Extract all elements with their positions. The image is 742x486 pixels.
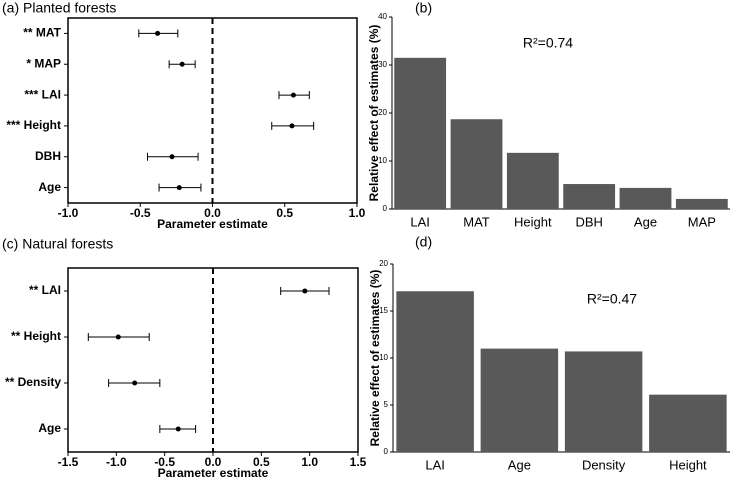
point-estimate	[175, 426, 181, 432]
bar	[396, 291, 474, 452]
panel-title: (a) Planted forests	[2, 0, 116, 16]
y-tick-label: *** Height	[6, 118, 61, 132]
x-tick-label: 1.5	[350, 455, 367, 469]
bar	[675, 198, 728, 209]
panel-title: (b)	[415, 0, 432, 16]
bar	[649, 394, 727, 452]
bar	[450, 119, 503, 209]
x-tick-label: 0.0	[205, 455, 222, 469]
point-estimate	[132, 380, 138, 386]
x-tick-label: -1.0	[58, 206, 79, 220]
y-tick-label: 10	[379, 353, 388, 362]
x-tick-label: MAT	[463, 214, 490, 229]
bar	[619, 187, 672, 209]
y-tick-label: 0	[384, 447, 389, 456]
point-estimate	[289, 123, 295, 129]
x-tick-label: 0.5	[253, 455, 270, 469]
annotation: R²=0.74	[523, 35, 573, 51]
x-tick-label: -0.5	[130, 206, 151, 220]
bar	[480, 348, 559, 452]
point-estimate	[176, 185, 182, 191]
bar	[564, 351, 643, 452]
bar	[506, 152, 559, 209]
point-estimate	[115, 334, 121, 340]
y-tick-label: 20	[379, 259, 388, 268]
y-tick-label: 30	[378, 60, 387, 69]
y-tick-label: Age	[38, 421, 61, 435]
point-estimate	[169, 154, 175, 160]
annotation: R²=0.47	[587, 291, 637, 307]
x-tick-label: LAI	[410, 214, 430, 229]
x-tick-label: -1.0	[106, 455, 127, 469]
x-tick-label: -1.5	[58, 455, 79, 469]
y-tick-label: ** Density	[5, 375, 61, 389]
x-tick-label: LAI	[425, 457, 445, 472]
y-tick-label: ** MAT	[23, 26, 61, 40]
x-tick-label: -0.5	[154, 455, 175, 469]
y-axis-label: Relative effect of estimates (%)	[367, 25, 381, 202]
x-axis-label: Parameter estimate	[158, 466, 269, 480]
y-axis-label: Relative effect of estimates (%)	[368, 270, 382, 447]
x-tick-label: 1.0	[349, 206, 366, 220]
panel-title: (c) Natural forests	[2, 236, 113, 252]
y-tick-label: DBH	[35, 149, 61, 163]
bar	[563, 184, 616, 209]
y-tick-label: ** LAI	[29, 283, 61, 297]
x-tick-label: Height	[669, 457, 707, 472]
x-tick-label: 0.0	[204, 206, 221, 220]
bar	[394, 57, 447, 209]
point-estimate	[155, 30, 161, 36]
y-tick-label: 20	[378, 108, 387, 117]
y-tick-label: 5	[384, 400, 389, 409]
y-tick-label: Age	[38, 180, 61, 194]
point-estimate	[302, 288, 308, 294]
y-tick-label: 0	[383, 204, 388, 213]
x-tick-label: Height	[514, 214, 552, 229]
x-axis-label: Parameter estimate	[157, 217, 268, 231]
y-tick-label: 10	[378, 156, 387, 165]
point-estimate	[179, 61, 185, 67]
x-tick-label: Age	[634, 214, 657, 229]
x-tick-label: MAP	[688, 214, 716, 229]
y-tick-label: * MAP	[26, 56, 61, 70]
x-tick-label: DBH	[575, 214, 602, 229]
point-estimate	[290, 92, 296, 98]
y-tick-label: 40	[378, 12, 387, 21]
x-tick-label: Age	[508, 457, 531, 472]
y-tick-label: 15	[379, 306, 388, 315]
y-tick-label: *** LAI	[24, 87, 61, 101]
y-tick-label: ** Height	[11, 329, 61, 343]
panel-title: (d)	[415, 234, 432, 250]
x-tick-label: 0.5	[276, 206, 293, 220]
x-tick-label: 1.0	[301, 455, 318, 469]
x-tick-label: Density	[582, 457, 626, 472]
